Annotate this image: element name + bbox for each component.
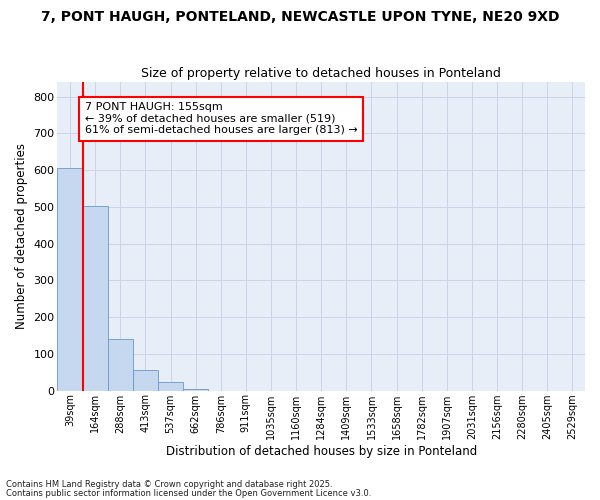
X-axis label: Distribution of detached houses by size in Ponteland: Distribution of detached houses by size … [166, 444, 477, 458]
Title: Size of property relative to detached houses in Ponteland: Size of property relative to detached ho… [141, 66, 501, 80]
Text: 7, PONT HAUGH, PONTELAND, NEWCASTLE UPON TYNE, NE20 9XD: 7, PONT HAUGH, PONTELAND, NEWCASTLE UPON… [41, 10, 559, 24]
Text: Contains HM Land Registry data © Crown copyright and database right 2025.: Contains HM Land Registry data © Crown c… [6, 480, 332, 489]
Text: Contains public sector information licensed under the Open Government Licence v3: Contains public sector information licen… [6, 488, 371, 498]
Text: 7 PONT HAUGH: 155sqm
← 39% of detached houses are smaller (519)
61% of semi-deta: 7 PONT HAUGH: 155sqm ← 39% of detached h… [85, 102, 358, 136]
Bar [58, 168, 83, 390]
Bar [183, 388, 208, 390]
Bar [158, 382, 183, 390]
Bar [108, 339, 133, 390]
Bar [83, 206, 108, 390]
Bar [133, 370, 158, 390]
Y-axis label: Number of detached properties: Number of detached properties [15, 144, 28, 330]
